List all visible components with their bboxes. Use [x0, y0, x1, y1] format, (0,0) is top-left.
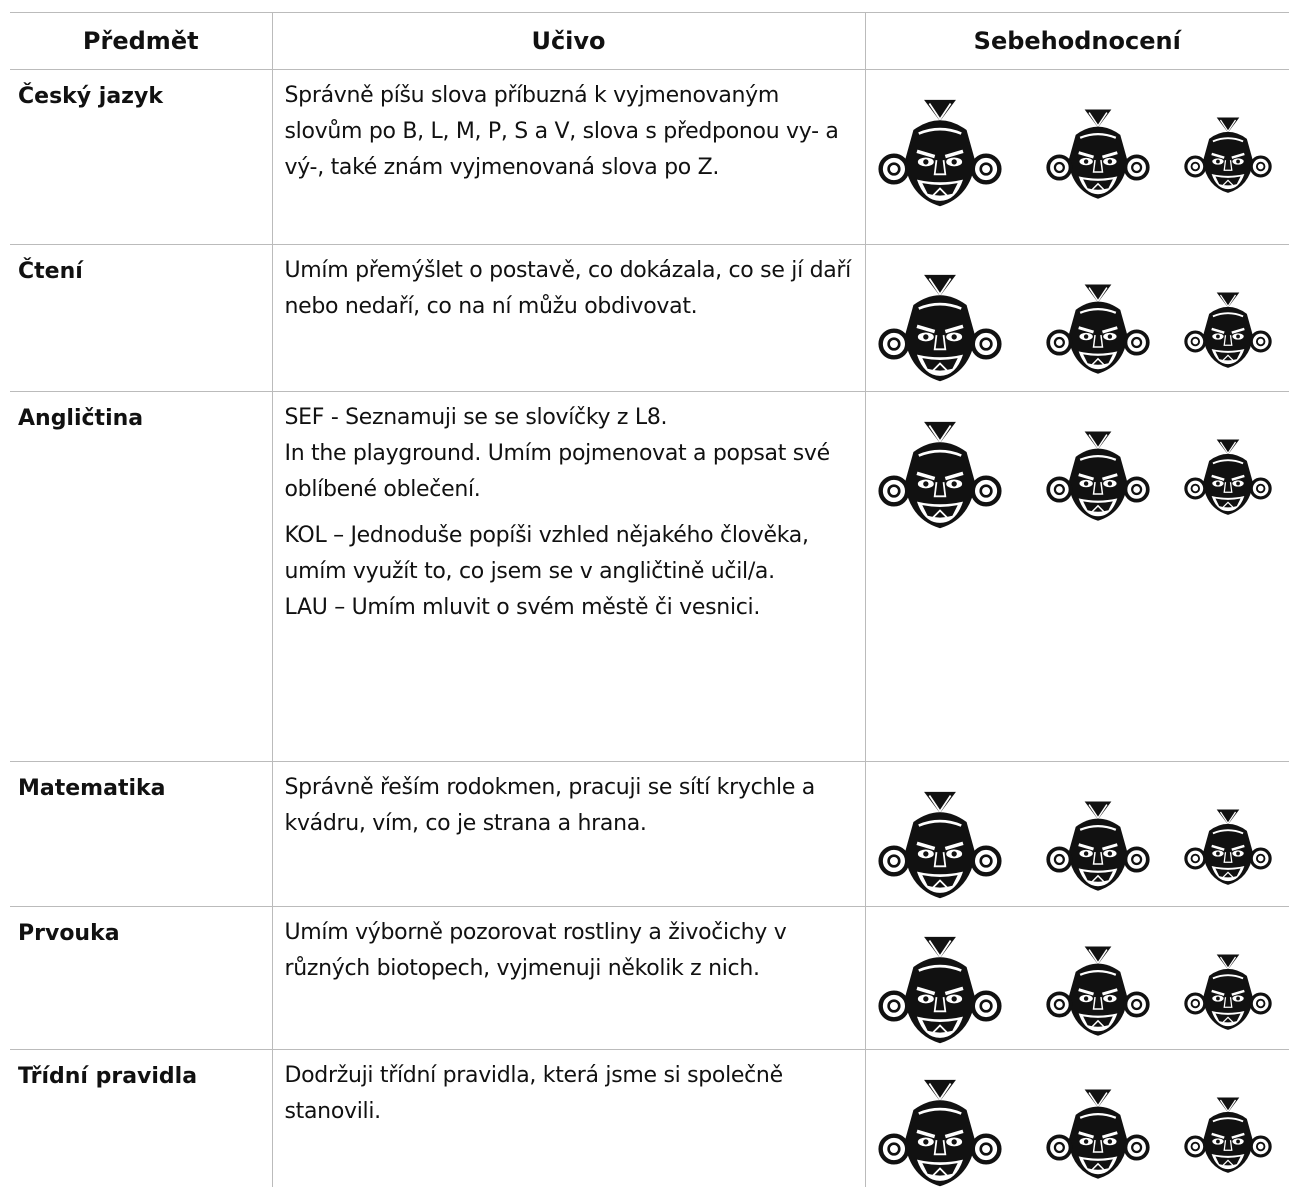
content-cell: Umím přemýšlet o postavě, co dokázala, c…	[271, 244, 865, 392]
self-assessment-cell	[864, 69, 1289, 245]
mask-icon	[1046, 1088, 1150, 1181]
mask-icon	[878, 273, 1002, 384]
text-line: Umím přemýšlet o postavě, co dokázala, c…	[284, 258, 852, 319]
self-assessment-cell	[864, 391, 1289, 762]
mask-icon	[878, 1078, 1002, 1189]
content-cell: Dodržuji třídní pravidla, která jsme si …	[271, 1049, 865, 1187]
mask-icon	[1184, 438, 1272, 517]
header-cell: Sebehodnocení	[864, 12, 1289, 70]
table-body: Český jazyk Správně píšu slova příbuzná k…	[10, 69, 1289, 1189]
mask-icon	[1046, 800, 1150, 893]
row: Prvouka Umím výborně pozorovat rostliny a…	[10, 906, 1289, 1050]
row: Angličtina SEF - Seznamuji se se slovíčky…	[10, 391, 1289, 762]
subject-cell: Angličtina	[10, 391, 272, 762]
content-cell: Správně píšu slova příbuzná k vyjmenovan…	[271, 69, 865, 245]
content-cell: Umím výborně pozorovat rostliny a živoči…	[271, 906, 865, 1050]
mask-icon	[878, 790, 1002, 901]
text-line: LAU – Umím mluvit o svém městě či vesnic…	[284, 595, 761, 620]
subject-cell: Prvouka	[10, 906, 272, 1050]
mask-icon	[1184, 291, 1272, 370]
subject-cell: Čtení	[10, 244, 272, 392]
mask-icon	[1046, 283, 1150, 376]
paragraph: Správně píšu slova příbuzná k vyjmenovan…	[285, 78, 857, 186]
self-assessment-cell	[864, 1049, 1289, 1189]
subject-cell: Matematika	[10, 761, 272, 907]
paragraph: Umím přemýšlet o postavě, co dokázala, c…	[285, 253, 857, 325]
paragraph: Správně řeším rodokmen, pracuji se sítí …	[285, 770, 857, 842]
mask-icon	[1184, 953, 1272, 1032]
text-line: Správně píšu slova příbuzná k vyjmenovan…	[284, 83, 839, 180]
text-line: SEF - Seznamuji se se slovíčky z L8.	[284, 405, 668, 430]
row: Matematika Správně řeším rodokmen, pracuj…	[10, 761, 1289, 907]
content-cell: Správně řeším rodokmen, pracuji se sítí …	[271, 761, 865, 907]
text-line: KOL – Jednoduše popíši vzhled nějakého č…	[284, 523, 809, 584]
table: Předmět Učivo Sebehodnocení Český jazyk S…	[10, 12, 1289, 1187]
subject-cell: Český jazyk	[10, 69, 272, 245]
row: Třídní pravidla Dodržuji třídní pravidla,…	[10, 1049, 1289, 1189]
self-assessment-cell	[864, 906, 1289, 1050]
header-row: Předmět Učivo Sebehodnocení	[10, 12, 1289, 70]
mask-icon	[1046, 430, 1150, 523]
self-assessment-cell	[864, 761, 1289, 907]
self-assessment-cell	[864, 244, 1289, 392]
mask-icon	[878, 98, 1002, 209]
mask-icon	[1184, 808, 1272, 887]
mask-icon	[1046, 108, 1150, 201]
mask-icon	[878, 420, 1002, 531]
text-line: Umím výborně pozorovat rostliny a živoči…	[284, 920, 787, 981]
content-cell: SEF - Seznamuji se se slovíčky z L8. In t…	[271, 391, 865, 762]
mask-icon	[1184, 116, 1272, 195]
row: Český jazyk Správně píšu slova příbuzná k…	[10, 69, 1289, 245]
subject-cell: Třídní pravidla	[10, 1049, 272, 1187]
paragraph: KOL – Jednoduše popíši vzhled nějakého č…	[285, 518, 857, 626]
row: Čtení Umím přemýšlet o postavě, co dokáza…	[10, 244, 1289, 392]
text-line: In the playground. Umím pojmenovat a pop…	[284, 441, 831, 502]
paragraph: Umím výborně pozorovat rostliny a živoči…	[285, 915, 857, 987]
header-cell: Učivo	[271, 12, 865, 70]
paragraph: Dodržuji třídní pravidla, která jsme si …	[285, 1058, 857, 1130]
header-cell: Předmět	[10, 12, 272, 70]
mask-icon	[1046, 945, 1150, 1038]
text-line: Správně řeším rodokmen, pracuji se sítí …	[284, 775, 816, 836]
paragraph: SEF - Seznamuji se se slovíčky z L8. In t…	[285, 400, 857, 508]
mask-icon	[1184, 1096, 1272, 1175]
text-line: Dodržuji třídní pravidla, která jsme si …	[284, 1063, 784, 1124]
mask-icon	[878, 935, 1002, 1046]
